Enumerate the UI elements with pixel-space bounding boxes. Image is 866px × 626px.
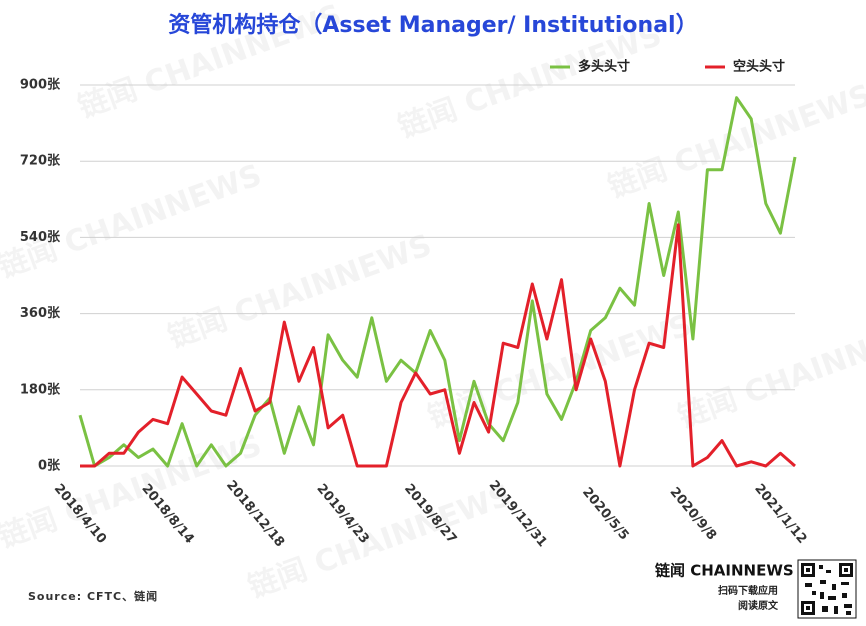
- logo: 链闻 CHAINNEWS: [655, 562, 794, 580]
- watermark: 链闻 CHAINNEWS: [0, 158, 266, 286]
- watermark: 链闻 CHAINNEWS: [674, 308, 866, 436]
- series-line: [78, 96, 797, 468]
- legend-label: 空头头寸: [733, 59, 785, 75]
- x-tick-label: 2021/1/12: [751, 481, 809, 546]
- y-tick-label: 900张: [20, 78, 61, 93]
- y-tick-label: 540张: [20, 230, 61, 245]
- y-tick-label: 360张: [20, 306, 61, 321]
- chart-title: 资管机构持仓（Asset Manager/ Institutional）: [168, 12, 697, 38]
- watermark: 链闻 CHAINNEWS: [604, 78, 866, 206]
- y-tick-label: 0张: [38, 459, 61, 474]
- watermark: 链闻 CHAINNEWS: [0, 428, 266, 556]
- qr-code: [797, 559, 857, 619]
- series-line: [80, 223, 796, 468]
- legend-label: 多头头寸: [578, 59, 630, 75]
- x-tick-label: 2020/5/5: [579, 485, 631, 544]
- source: Source: CFTC、链闻: [28, 589, 158, 603]
- logo-caption: 阅读原文: [738, 599, 779, 612]
- y-tick-label: 720张: [20, 154, 61, 169]
- x-tick-label: 2020/9/8: [667, 485, 719, 544]
- x-tick-label: 2018/12/18: [223, 478, 287, 550]
- logo-caption: 扫码下载应用: [718, 584, 778, 597]
- watermark: 链闻 CHAINNEWS: [164, 228, 437, 356]
- y-tick-label: 180张: [20, 382, 61, 397]
